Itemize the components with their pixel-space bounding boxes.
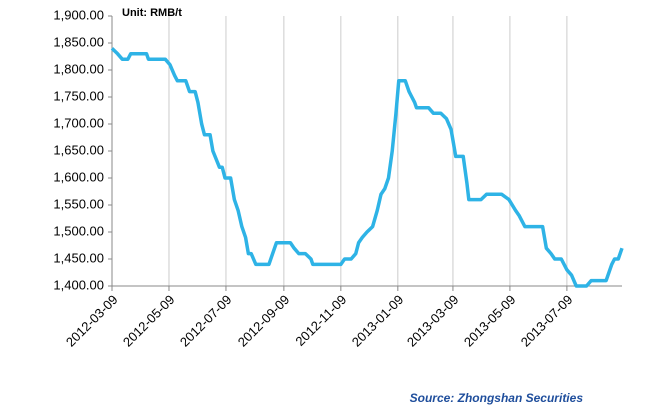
y-tick-label: 1,450.00 [53,250,104,265]
x-tick-label: 2013-01-09 [349,292,407,350]
x-tick-label: 2013-05-09 [461,292,519,350]
y-tick-label: 1,500.00 [53,223,104,238]
y-tick-label: 1,400.00 [53,277,104,292]
y-tick-label: 1,600.00 [53,169,104,184]
x-tick-label: 2012-09-09 [235,292,293,350]
x-tick-label: 2012-07-09 [177,292,235,350]
y-tick-label: 1,550.00 [53,196,104,211]
y-tick-label: 1,750.00 [53,88,104,103]
y-tick-label: 1,800.00 [53,61,104,76]
y-tick-label: 1,650.00 [53,142,104,157]
x-tick-label: 2012-11-09 [292,292,349,349]
data-line [110,47,624,288]
x-tick-label: 2013-03-09 [404,292,462,350]
y-tick-label: 1,900.00 [53,7,104,22]
unit-label: Unit: RMB/t [122,7,182,19]
x-tick-label: 2012-03-09 [63,292,121,350]
x-tick-label: 2012-05-09 [120,292,178,350]
source-note: Source: Zhongshan Securities [410,391,584,405]
x-tick-label: 2013-07-09 [518,292,576,350]
y-tick-label: 1,850.00 [53,34,104,49]
y-tick-label: 1,700.00 [53,115,104,130]
